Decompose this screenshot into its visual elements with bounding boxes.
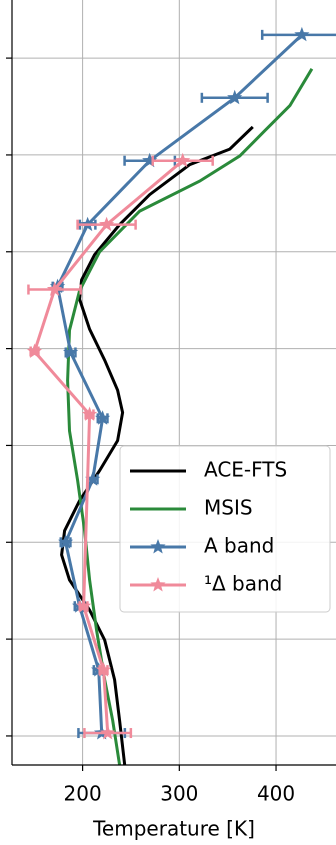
legend-marker [150,577,166,592]
x-tick-label: 400 [257,782,295,806]
plot-area [26,26,336,765]
x-axis-label: Temperature [K] [92,817,255,841]
point-marker [96,662,112,677]
x-tick-label: 200 [64,782,102,806]
point-marker [175,152,191,168]
point-marker [58,534,74,549]
point-marker [85,471,101,486]
legend-marker [150,539,166,554]
point-marker [100,725,116,740]
point-marker [227,89,243,105]
series-line [32,159,184,734]
legend: ACE-FTS MSIS A band ¹Δ band [119,445,331,613]
point-marker [63,344,79,359]
point-marker [142,152,158,168]
legend-label: ¹Δ band [204,572,282,596]
point-marker [95,410,111,425]
axes: 200 300 400 [6,0,336,806]
point-marker [294,26,310,42]
point-marker [82,406,98,421]
series-line [56,33,303,734]
legend-label: A band [204,534,274,558]
x-tick-label: 300 [160,782,198,806]
legend-label: MSIS [204,496,253,520]
point-marker [26,343,43,358]
point-marker [76,598,92,613]
legend-label: ACE-FTS [204,458,287,482]
point-marker [46,281,63,296]
legend-box [119,445,331,613]
point-marker [99,216,115,232]
